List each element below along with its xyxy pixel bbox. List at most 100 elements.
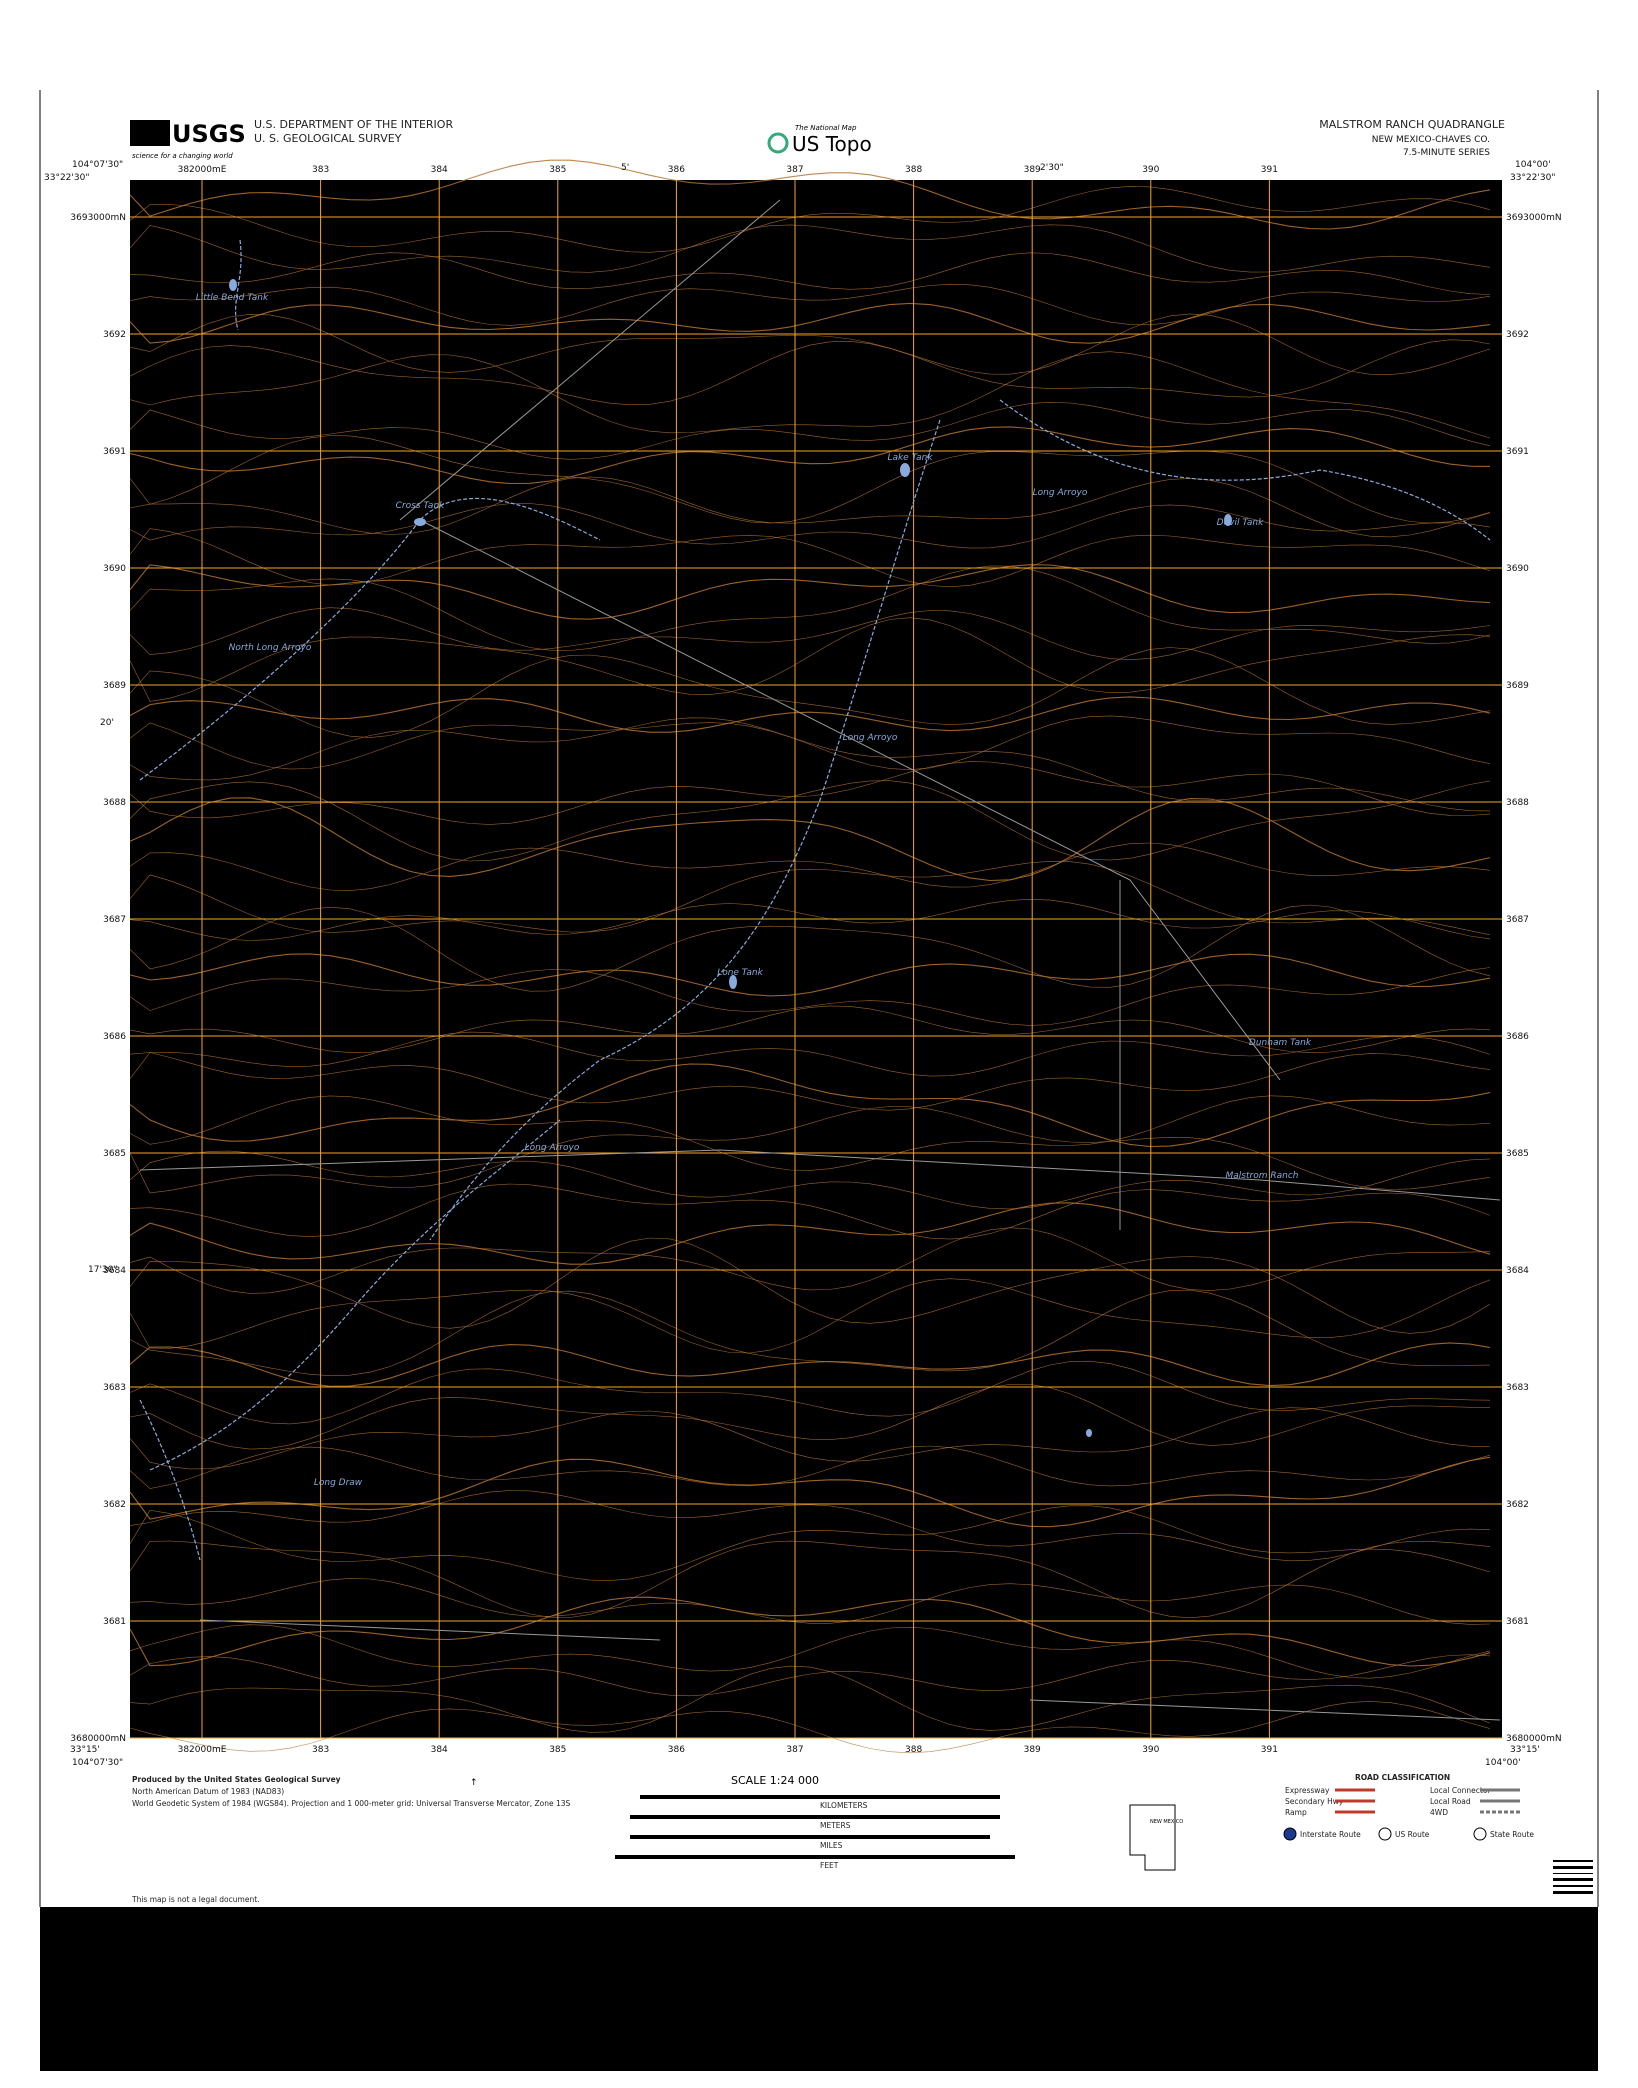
contour-line: [129, 647, 1491, 738]
agency: USGS: [172, 120, 246, 148]
contour-line: [129, 564, 1491, 620]
place-name: Lake Tank: [887, 453, 933, 463]
contour-line: [129, 607, 1491, 661]
place-name: Little Bend Tank: [196, 293, 269, 303]
contour-line: [129, 1578, 1491, 1625]
northing-label: 3687: [103, 915, 126, 925]
northing-label: 3680000mN: [1506, 1734, 1562, 1744]
contour-line: [129, 339, 1491, 406]
contour-line: [129, 1342, 1491, 1387]
northing-label: 3680000mN: [70, 1734, 126, 1744]
scale-bar: [615, 1855, 1015, 1859]
corner-lat: 33°22'30": [44, 173, 89, 183]
contour-line: [129, 860, 1491, 936]
contour-line: [129, 1278, 1491, 1354]
utm-grid: 382000mE 382000mE 383 383 384 384 385 385 386 386…: [70, 165, 1561, 1755]
contour-line: [129, 1384, 1491, 1450]
contour-line: [129, 1052, 1491, 1111]
corner-lon: 104°00': [1515, 160, 1551, 170]
contour-line: [129, 1237, 1491, 1334]
series: 7.5-MINUTE SERIES: [1403, 148, 1490, 158]
route-type: State Route: [1490, 1830, 1534, 1839]
minute-tick: 2'30": [1040, 163, 1064, 173]
route-shield: [1473, 1827, 1487, 1841]
contour-line: [129, 1701, 1491, 1754]
minute-tick: 5': [621, 163, 629, 173]
northing-label: 3684: [103, 1266, 126, 1276]
northing-label: 3691: [103, 447, 126, 457]
contours: [129, 159, 1491, 1754]
contour-line: [129, 1505, 1491, 1581]
contour-line: [129, 1063, 1491, 1148]
road-type: Local Road: [1430, 1797, 1471, 1806]
contour-line: [129, 1005, 1491, 1054]
inset-label: NEW MEXICO: [1150, 1819, 1183, 1825]
bottom-band: [40, 1907, 1598, 2071]
place-name: Long Arroyo: [1033, 488, 1088, 498]
legal: This map is not a legal document.: [131, 1895, 260, 1904]
easting-label: 384: [431, 1745, 448, 1755]
contour-line: [129, 302, 1491, 344]
scale-bar: [630, 1835, 990, 1839]
contour-line: [129, 780, 1491, 862]
northing-label: 3686: [1506, 1032, 1529, 1042]
easting-label: 388: [905, 165, 922, 175]
easting-label: 391: [1261, 165, 1278, 175]
producer: Produced by the United States Geological…: [132, 1775, 341, 1784]
contour-line: [129, 528, 1491, 588]
contour-line: [129, 1490, 1491, 1562]
place-name: Devil Tank: [1217, 518, 1264, 528]
contour-line: [129, 1360, 1491, 1425]
place-name: North Long Arroyo: [229, 643, 312, 653]
northing-label: 3691: [1506, 447, 1529, 457]
northing-label: 3688: [103, 798, 126, 808]
contour-line: [129, 617, 1491, 702]
datum: North American Datum of 1983 (NAD83): [132, 1787, 284, 1796]
contour-line: [129, 435, 1491, 524]
contour-line: [129, 1407, 1491, 1470]
place-name: Lone Tank: [717, 968, 763, 978]
easting-label: 386: [668, 1745, 685, 1755]
contour-line: [129, 351, 1491, 439]
northing-label: 3683: [1506, 1383, 1529, 1393]
route-type: Interstate Route: [1300, 1830, 1361, 1839]
easting-label: 390: [1142, 1745, 1159, 1755]
contour-line: [129, 159, 1491, 230]
northing-label: 3693000mN: [70, 213, 126, 223]
contour-line: [129, 283, 1491, 326]
contour-line: [129, 1445, 1491, 1489]
contour-line: [129, 761, 1491, 825]
contour-line: [129, 715, 1491, 771]
scale-bar: [640, 1795, 1000, 1799]
road-type: Secondary Hwy: [1285, 1797, 1344, 1806]
place-name: Dunham Tank: [1249, 1038, 1312, 1048]
place-name: Malstrom Ranch: [1226, 1171, 1299, 1181]
road-title: ROAD CLASSIFICATION: [1355, 1773, 1450, 1782]
easting-label: 384: [431, 165, 448, 175]
easting-label: 387: [786, 1745, 803, 1755]
northing-label: 3684: [1506, 1266, 1529, 1276]
scale-unit: FEET: [820, 1861, 839, 1870]
declination: ↑: [470, 1778, 478, 1788]
easting-label: 390: [1142, 165, 1159, 175]
easting-label: 382000mE: [178, 1745, 227, 1755]
contour-line: [129, 426, 1491, 485]
northing-label: 3687: [1506, 915, 1529, 925]
place-name: Cross Tank: [396, 501, 446, 511]
minute-tick: 20': [100, 718, 114, 728]
easting-label: 382000mE: [178, 165, 227, 175]
contour-line: [129, 1540, 1491, 1619]
scale-unit: KILOMETERS: [820, 1801, 868, 1810]
minute-tick: 17'30": [88, 1265, 118, 1275]
easting-label: 385: [549, 1745, 566, 1755]
easting-label: 386: [668, 165, 685, 175]
northing-label: 3688: [1506, 798, 1529, 808]
us-topo-logo: [767, 132, 789, 154]
contour-line: [129, 1150, 1491, 1210]
program: US Topo: [792, 132, 872, 156]
water-bodies: [229, 279, 1232, 1437]
contour-line: [129, 717, 1491, 812]
state-inset: [1129, 1804, 1176, 1871]
corner-lon: 104°00': [1485, 1758, 1521, 1768]
